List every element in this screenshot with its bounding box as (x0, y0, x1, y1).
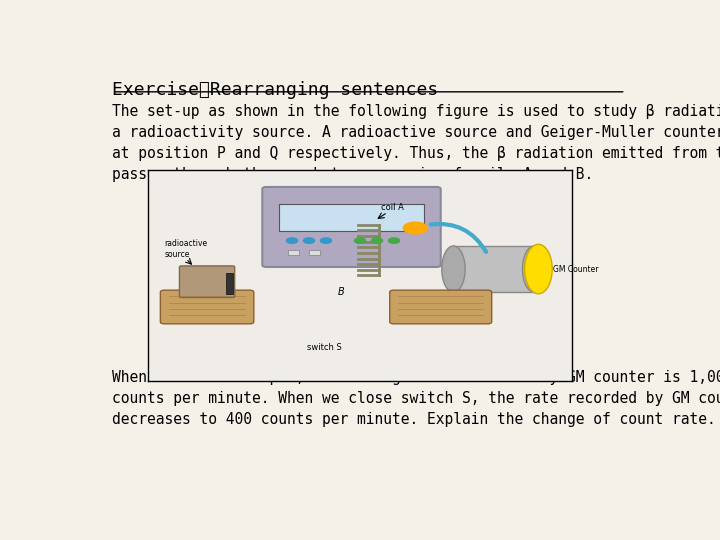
Text: B: B (338, 287, 344, 297)
Circle shape (320, 238, 331, 244)
FancyBboxPatch shape (179, 266, 235, 298)
Text: switch S: switch S (307, 342, 341, 352)
Ellipse shape (523, 246, 546, 292)
Bar (279, 204, 423, 231)
Text: radioactive
source: radioactive source (165, 239, 207, 259)
Circle shape (354, 238, 366, 244)
Circle shape (403, 222, 427, 234)
FancyBboxPatch shape (262, 187, 441, 267)
FancyBboxPatch shape (390, 290, 492, 324)
Text: GM Counter: GM Counter (553, 265, 599, 274)
Ellipse shape (442, 246, 465, 292)
Text: When switch S is open, the average rate recorded by GM counter is 1,000
counts p: When switch S is open, the average rate … (112, 370, 720, 428)
Circle shape (287, 238, 297, 244)
Bar (226, 273, 233, 294)
FancyBboxPatch shape (161, 290, 253, 324)
Circle shape (304, 238, 315, 244)
Text: Exercise：Rearranging sentences: Exercise：Rearranging sentences (112, 82, 438, 99)
Bar (454, 246, 534, 292)
Text: The set-up as shown in the following figure is used to study β radiation emitted: The set-up as shown in the following fig… (112, 104, 720, 183)
Circle shape (389, 238, 400, 244)
Bar (288, 249, 300, 255)
Bar (309, 249, 320, 255)
Ellipse shape (525, 244, 552, 294)
Circle shape (372, 238, 382, 244)
Text: coil A: coil A (382, 203, 404, 212)
